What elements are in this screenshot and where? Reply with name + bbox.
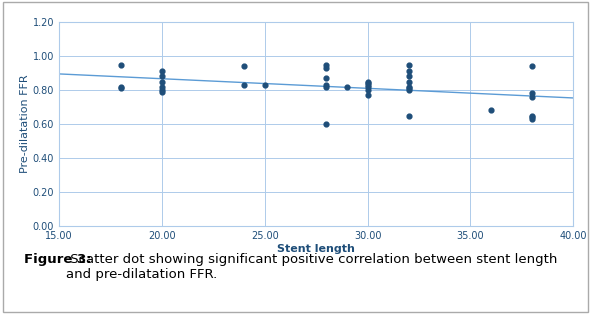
Point (363, 79, 372, 84)
Point (322, 76, 331, 81)
Point (239, 82, 249, 87)
Point (239, 64, 249, 69)
Point (363, 81, 372, 86)
Point (116, 62, 125, 67)
Point (157, 69, 167, 74)
Point (527, 91, 537, 96)
Point (363, 88, 372, 93)
Point (527, 64, 537, 69)
Point (322, 84, 331, 89)
Text: Scatter dot showing significant positive correlation between stent length
and pr: Scatter dot showing significant positive… (66, 253, 557, 281)
Point (404, 84, 414, 89)
Point (116, 86, 125, 91)
Y-axis label: Pre-dilatation FFR: Pre-dilatation FFR (20, 75, 30, 173)
Point (404, 79, 414, 84)
Point (322, 65, 331, 70)
Point (363, 84, 372, 89)
Point (157, 88, 167, 93)
Text: Figure 3:: Figure 3: (24, 253, 91, 266)
Point (527, 113, 537, 118)
Point (322, 62, 331, 67)
Point (404, 62, 414, 67)
Point (363, 82, 372, 87)
Point (322, 82, 331, 87)
Point (157, 74, 167, 79)
Point (527, 116, 537, 122)
Point (363, 93, 372, 98)
X-axis label: Stent length: Stent length (277, 244, 355, 254)
Point (260, 82, 269, 87)
Point (342, 84, 352, 89)
Point (527, 94, 537, 99)
Point (322, 122, 331, 127)
Point (404, 86, 414, 91)
Point (404, 69, 414, 74)
Point (157, 84, 167, 89)
Point (404, 113, 414, 118)
Point (527, 115, 537, 120)
Point (486, 108, 496, 113)
Point (116, 84, 125, 89)
Point (157, 89, 167, 94)
Point (404, 88, 414, 93)
Point (404, 74, 414, 79)
Point (157, 79, 167, 84)
